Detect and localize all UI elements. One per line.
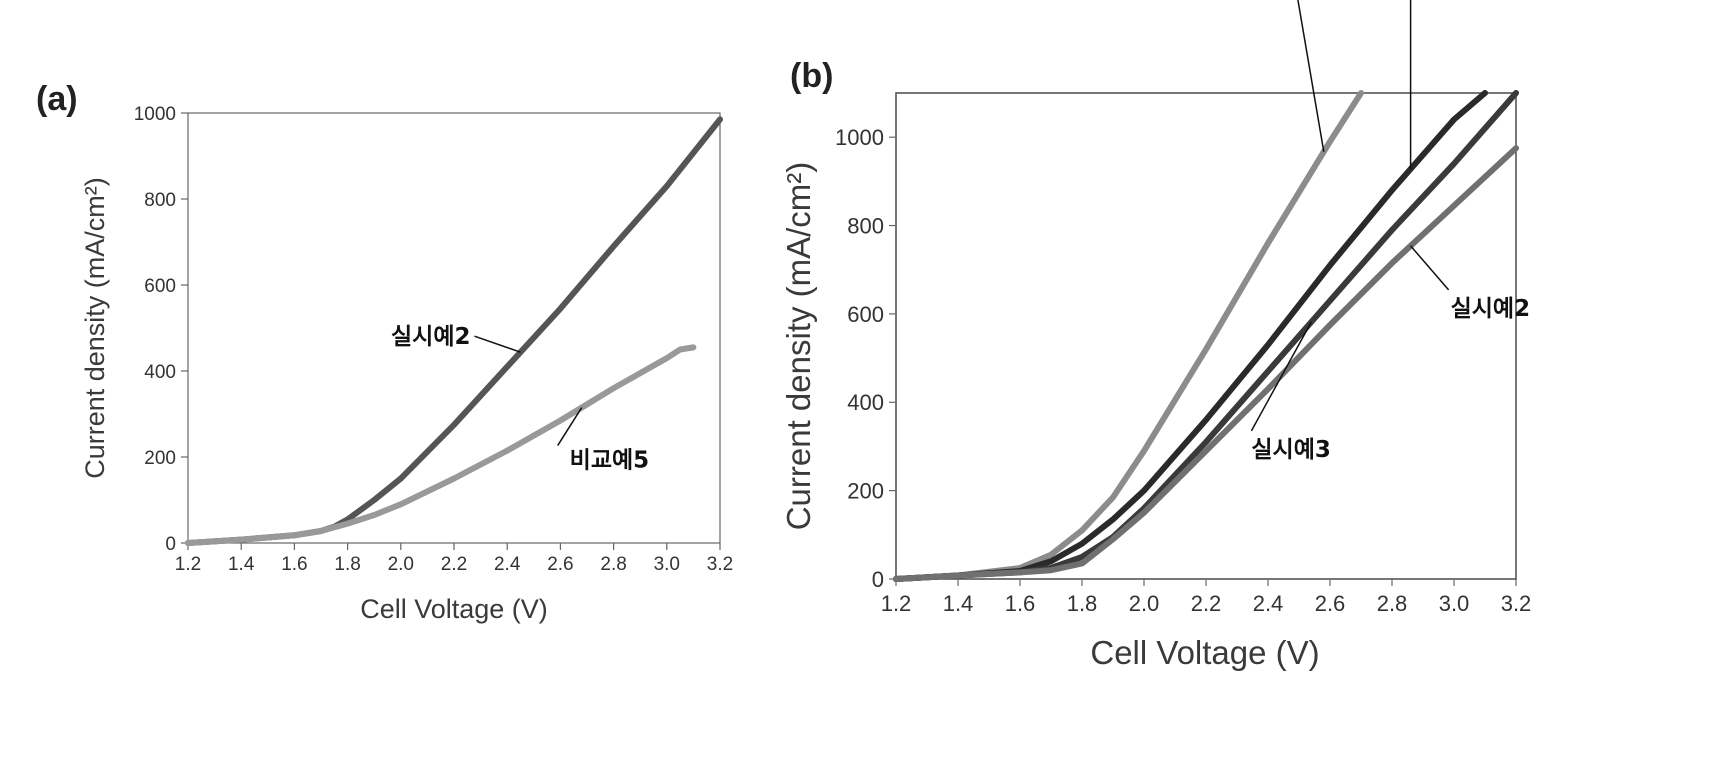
y-tick-label: 800 xyxy=(847,213,884,238)
y-tick-label: 0 xyxy=(872,567,884,592)
series-line-2 xyxy=(893,90,1488,582)
chart-panel-b: (b) 1.2 1.4 1.6 1.8 2.0 2.2 2.4 2.6 2.8 3.0 3.2 0 2… xyxy=(780,0,1531,671)
x-tick-label: 2.2 xyxy=(441,554,467,575)
y-axis-b: 0 200 400 600 800 1000 xyxy=(835,125,896,592)
annotation-leader xyxy=(1297,0,1325,152)
x-tick-label: 2.0 xyxy=(388,554,414,575)
x-axis-b: 1.2 1.4 1.6 1.8 2.0 2.2 2.4 2.6 2.8 3.0 3.2 xyxy=(881,579,1532,616)
series-group-a xyxy=(185,116,723,546)
series-line-4 xyxy=(893,145,1519,582)
y-tick-label: 600 xyxy=(847,302,884,327)
y-tick-label: 400 xyxy=(847,390,884,415)
annotation-label: 실시예2 xyxy=(391,324,470,350)
x-tick-label: 2.8 xyxy=(600,554,626,575)
annotations-b: 실시예5실시예4실시예3실시예2 xyxy=(1250,0,1530,463)
annotation-leader xyxy=(557,407,583,446)
series-group-b xyxy=(893,90,1519,582)
plot-frame-b xyxy=(895,92,1517,580)
annotation-label: 비교예5 xyxy=(570,448,649,474)
x-tick-label: 1.8 xyxy=(1067,591,1098,616)
x-axis-title-a: Cell Voltage (V) xyxy=(360,594,548,624)
x-tick-label: 1.6 xyxy=(281,554,307,575)
x-tick-label: 2.2 xyxy=(1191,591,1222,616)
y-tick-label: 400 xyxy=(144,362,176,383)
x-tick-label: 3.0 xyxy=(654,554,680,575)
x-tick-label: 1.4 xyxy=(228,554,255,575)
x-axis-title-b: Cell Voltage (V) xyxy=(1090,634,1319,671)
series-line-3 xyxy=(893,90,1519,582)
annotation-label: 실시예2 xyxy=(1451,296,1530,322)
x-axis-a: 1.2 1.4 1.6 1.8 2.0 2.2 2.4 2.6 2.8 3.0 3.2 xyxy=(175,543,733,575)
annotation-label: 실시예3 xyxy=(1251,437,1330,463)
chart-panel-a: (a) 1.2 1.4 1.6 1.8 2.0 2.2 2.4 2.6 2.8 3.0 3.2 0 2… xyxy=(36,80,733,624)
x-tick-label: 2.6 xyxy=(547,554,573,575)
x-tick-label: 1.2 xyxy=(175,554,201,575)
y-tick-label: 0 xyxy=(165,534,176,555)
panel-label-b: (b) xyxy=(790,57,833,95)
annotation-leader xyxy=(1250,321,1313,432)
y-tick-label: 200 xyxy=(847,479,884,504)
x-tick-label: 3.2 xyxy=(1501,591,1532,616)
y-tick-label: 1000 xyxy=(134,104,176,125)
y-axis-title-b: Current density (mA/cm²) xyxy=(780,162,817,531)
y-tick-label: 1000 xyxy=(835,125,884,150)
y-tick-label: 200 xyxy=(144,448,176,469)
panel-label-a: (a) xyxy=(36,80,78,118)
x-tick-label: 3.2 xyxy=(707,554,733,575)
x-tick-label: 2.6 xyxy=(1315,591,1346,616)
y-tick-label: 600 xyxy=(144,276,176,297)
x-tick-label: 2.0 xyxy=(1129,591,1160,616)
x-tick-label: 1.2 xyxy=(881,591,912,616)
y-axis-a: 0 200 400 600 800 1000 xyxy=(134,104,188,555)
y-axis-title-a: Current density (mA/cm²) xyxy=(80,177,110,479)
annotations-a: 실시예2 비교예5 xyxy=(391,324,649,473)
annotation-leader xyxy=(474,335,521,353)
annotation-leader xyxy=(1410,245,1450,291)
x-tick-label: 1.4 xyxy=(943,591,974,616)
x-tick-label: 2.8 xyxy=(1377,591,1408,616)
series-line-2 xyxy=(185,344,697,546)
x-tick-label: 1.6 xyxy=(1005,591,1036,616)
x-tick-label: 3.0 xyxy=(1439,591,1470,616)
x-tick-label: 2.4 xyxy=(1253,591,1284,616)
x-tick-label: 1.8 xyxy=(334,554,360,575)
y-tick-label: 800 xyxy=(144,190,176,211)
x-tick-label: 2.4 xyxy=(494,554,521,575)
